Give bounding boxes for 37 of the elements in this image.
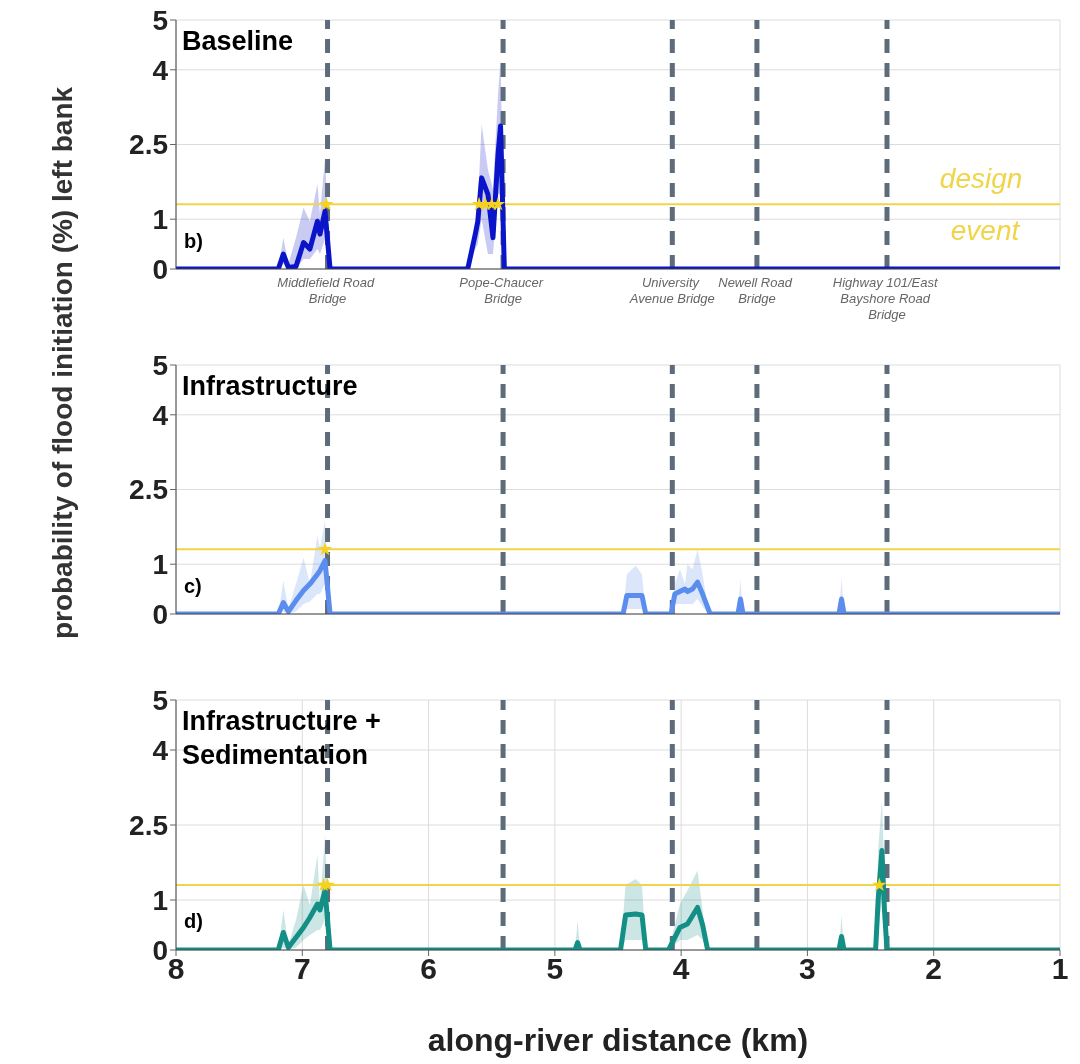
ref-line-label: design event: [939, 163, 1031, 247]
ref-line-label: Newell Road Bridge: [718, 275, 796, 306]
ref-line-label: Pope-Chaucer Bridge: [459, 275, 547, 306]
x-tick-label: 4: [672, 952, 690, 986]
y-tick-label: 1: [152, 884, 168, 916]
x-tick-label: 5: [546, 952, 564, 986]
ref-line-label: University Avenue Bridge: [628, 275, 715, 306]
y-axis-title: probability of flood initiation (%) left bank: [46, 85, 79, 642]
x-tick-label: 3: [799, 952, 816, 986]
annotation: d): [184, 910, 203, 933]
y-tick-label: 2.5: [129, 129, 168, 161]
x-tick-label: 1: [1051, 952, 1069, 986]
y-tick-label: 1: [152, 204, 168, 236]
x-tick-label: 8: [167, 952, 185, 986]
y-tick-label: 5: [152, 349, 168, 381]
y-tick-label: 5: [152, 4, 168, 36]
y-tick-label: 0: [152, 934, 168, 966]
y-tick-label: 0: [152, 253, 168, 285]
x-tick-label: 6: [420, 952, 437, 986]
x-tick-label: 7: [293, 952, 311, 986]
y-tick-label: 4: [152, 399, 169, 431]
y-tick-label: 5: [152, 684, 168, 716]
ref-line-label: Middlefield Road Bridge: [277, 275, 378, 306]
x-tick-label: 2: [925, 952, 943, 986]
ref-line-label: Highway 101/East Bayshore Road Bridge: [832, 275, 942, 322]
annotation: b): [184, 230, 203, 253]
text: Infrastructure + Sedimentation: [182, 705, 382, 772]
annotation: c): [184, 575, 202, 598]
y-tick-label: 4: [152, 54, 169, 86]
y-tick-label: 2.5: [129, 809, 168, 841]
chart-title: Baseline: [182, 25, 295, 58]
y-tick-label: 1: [152, 549, 168, 581]
y-tick-label: 0: [152, 598, 168, 630]
y-tick-label: 4: [152, 734, 169, 766]
chart-title: Infrastructure: [182, 370, 359, 403]
x-axis-title: along-river distance (km): [427, 1022, 809, 1058]
y-tick-label: 2.5: [129, 474, 168, 506]
